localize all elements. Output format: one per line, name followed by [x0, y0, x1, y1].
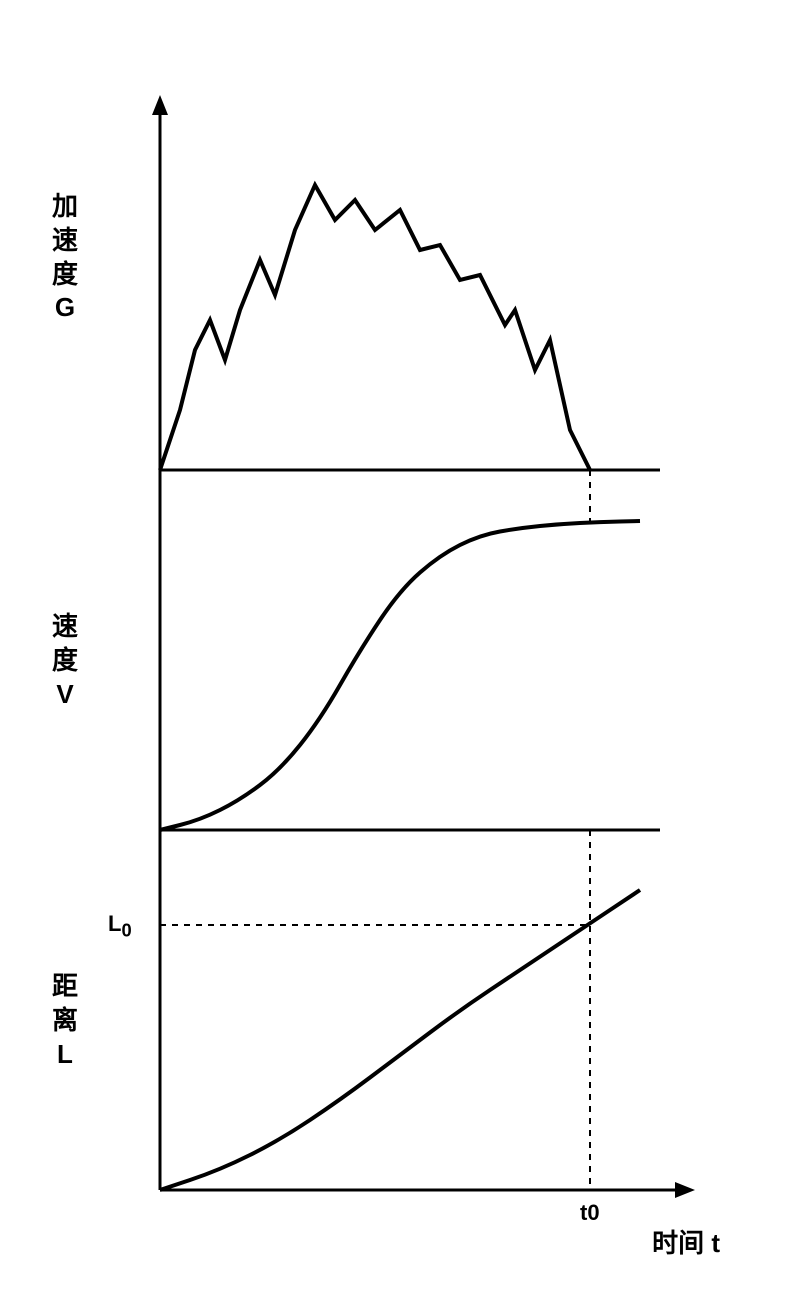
velocity-curve: [160, 521, 640, 830]
distance-curve: [160, 890, 640, 1190]
y-axis-arrow: [152, 95, 168, 115]
ylabel-velocity: 速度V: [50, 610, 80, 711]
acceleration-curve: [160, 185, 590, 470]
x-axis-arrow: [675, 1182, 695, 1198]
chart-svg: [60, 50, 740, 1250]
t0-label: t0: [580, 1200, 600, 1226]
chart-container: 加速度G 速度V 距离L 时间 t t0 L0: [60, 50, 740, 1250]
ylabel-acceleration: 加速度G: [50, 190, 80, 325]
xlabel-time: 时间 t: [652, 1223, 720, 1260]
ylabel-distance: 距离L: [50, 970, 80, 1071]
L0-label: L0: [108, 911, 132, 941]
